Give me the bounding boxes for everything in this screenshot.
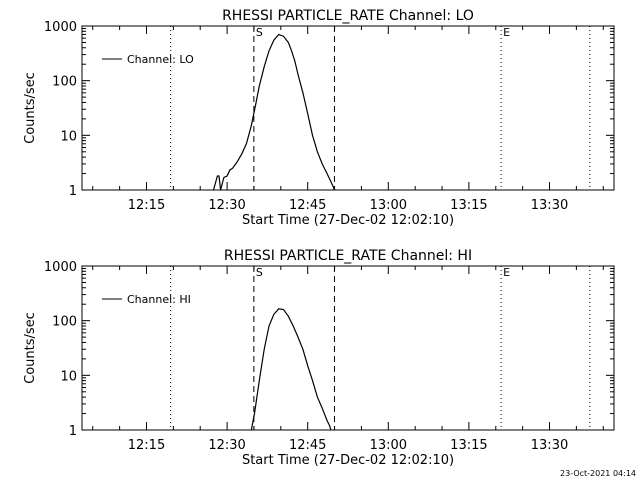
panel-2-x-tick-label: 13:00 <box>370 438 407 453</box>
panel-2-x-tick-label: 12:15 <box>128 438 165 453</box>
panel-2-y-axis-label: Counts/sec <box>23 312 38 384</box>
panel-2-x-axis-label: Start Time (27-Dec-02 12:02:10) <box>242 453 454 468</box>
panel-1-x-tick-label: 12:15 <box>128 198 165 213</box>
panel-2-y-tick-label: 100 <box>52 315 77 330</box>
panel-1-marker-label: S <box>256 26 263 39</box>
panel-2-y-tick-label: 1000 <box>44 260 77 275</box>
panel-2-x-tick-label: 12:45 <box>289 438 326 453</box>
panel-1-series-line <box>212 33 336 191</box>
panel-1-plot-frame <box>81 25 615 191</box>
panel-2-marker-label: S <box>256 266 263 279</box>
panel-1-y-tick-label: 100 <box>52 75 77 90</box>
panel-1-y-tick-label: 10 <box>60 129 77 144</box>
panel-1-x-tick-label: 13:00 <box>370 198 407 213</box>
panel-1-x-tick-label: 12:45 <box>289 198 326 213</box>
panel-2-x-tick-label: 13:30 <box>531 438 568 453</box>
panel-1-marker-label: E <box>503 26 510 39</box>
panel-2-series-line <box>250 308 332 431</box>
panel-1-x-tick-label: 13:30 <box>531 198 568 213</box>
panel-2-legend-label: Channel: HI <box>127 293 191 306</box>
panel-2-x-tick-label: 12:30 <box>208 438 245 453</box>
panel-1-x-tick-label: 12:30 <box>208 198 245 213</box>
panel-1-x-tick-label: 13:15 <box>450 198 487 213</box>
panel-2-marker-label: E <box>503 266 510 279</box>
panel-1-x-axis-label: Start Time (27-Dec-02 12:02:10) <box>242 213 454 228</box>
panel-1-y-tick-label: 1 <box>69 184 77 199</box>
panel-1-y-axis-label: Counts/sec <box>23 72 38 144</box>
timestamp: 23-Oct-2021 04:14 <box>560 469 636 478</box>
panel-1-y-tick-label: 1000 <box>44 20 77 35</box>
panel-2-plot-frame <box>81 265 615 431</box>
panel-1-chart-title: RHESSI PARTICLE_RATE Channel: LO <box>222 8 474 24</box>
panel-1-legend-label: Channel: LO <box>127 53 194 66</box>
panel-2-y-tick-label: 1 <box>69 424 77 439</box>
panel-2-x-tick-label: 13:15 <box>450 438 487 453</box>
panel-2-y-tick-label: 10 <box>60 369 77 384</box>
panel-2-chart-title: RHESSI PARTICLE_RATE Channel: HI <box>224 248 472 264</box>
